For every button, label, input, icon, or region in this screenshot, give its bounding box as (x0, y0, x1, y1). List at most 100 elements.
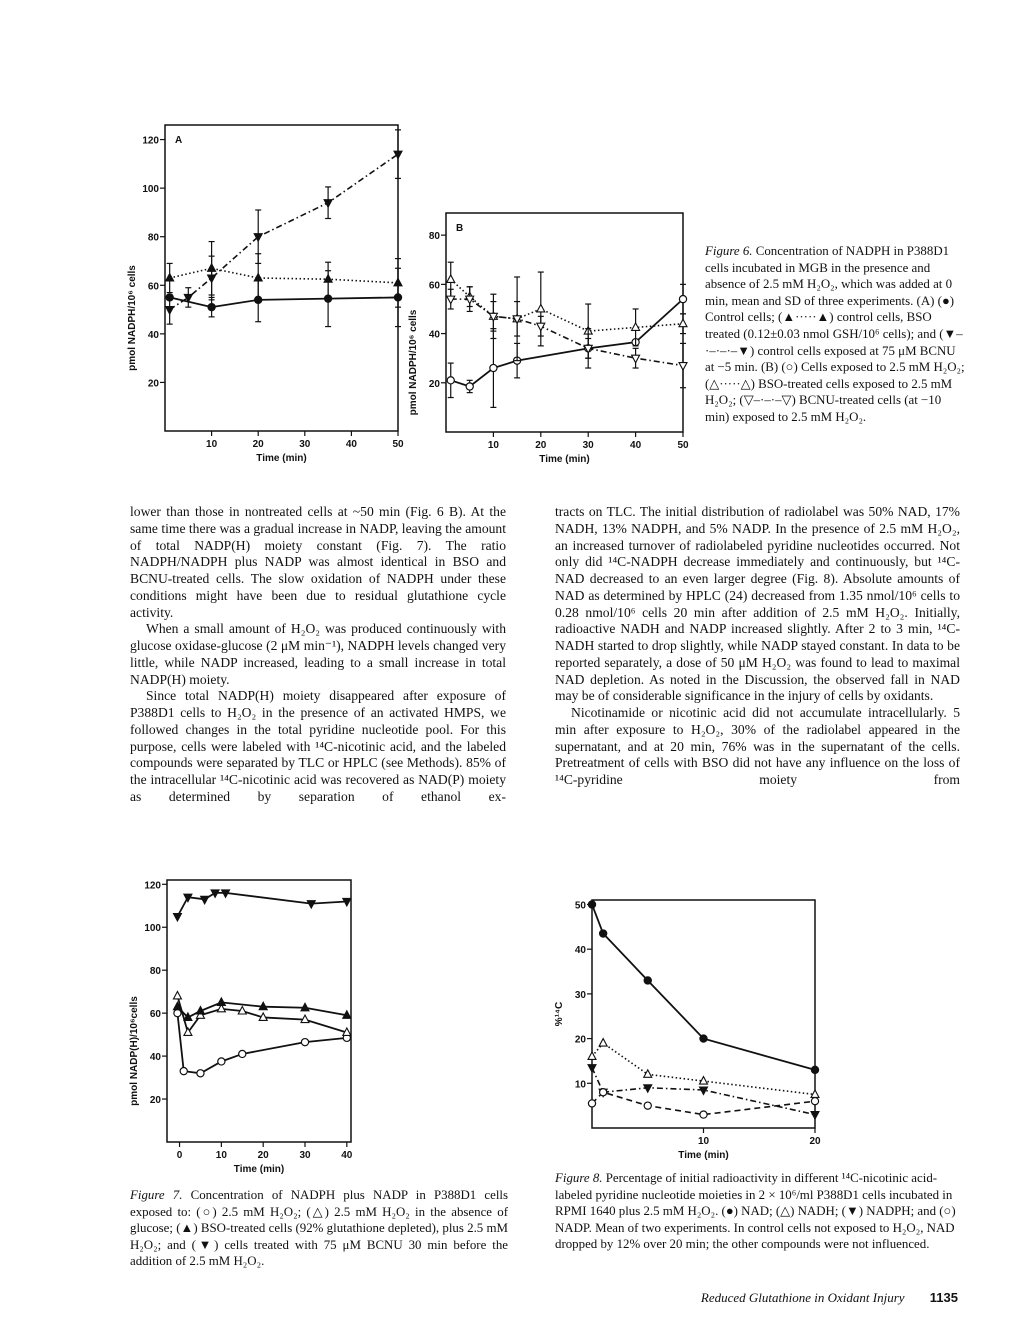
y-tick-label: 20 (429, 379, 441, 390)
x-tick-label: 20 (258, 1150, 270, 1161)
paragraph: lower than those in nontreated cells at … (130, 504, 506, 620)
figure-6b-chart: 10 20 30 40 50 20 40 60 80 Time (min) pmol NADPH/1… (408, 212, 689, 465)
data-point (699, 1110, 708, 1119)
y-tick-label: 100 (142, 184, 159, 195)
plot-frame (166, 879, 352, 1143)
data-point (698, 1086, 709, 1096)
data-point (587, 900, 597, 909)
data-point (465, 382, 474, 391)
data-point (393, 150, 403, 160)
data-point (341, 1009, 352, 1019)
data-point (216, 1003, 227, 1013)
figure-8-caption: Figure 8. Percentage of initial radioact… (555, 1170, 960, 1253)
data-point (587, 1064, 597, 1074)
data-point (642, 1068, 653, 1078)
data-point (535, 303, 546, 313)
data-point (643, 976, 652, 985)
y-tick-label: 40 (429, 330, 441, 341)
series-filled-triangle-up (172, 996, 352, 1021)
x-tick-label: 40 (341, 1150, 353, 1161)
data-point (810, 1088, 820, 1099)
figure-6a-chart: 10 20 30 40 50 20 40 60 80 100 120 Time (min) pmol N… (127, 124, 404, 464)
series-line (169, 296, 399, 309)
caption-text: Percentage of initial radioactivity in d… (555, 1171, 956, 1252)
data-point (172, 990, 183, 1000)
data-point (678, 362, 688, 372)
data-point (300, 1013, 310, 1024)
data-point (323, 273, 334, 283)
y-tick-label: 80 (150, 966, 162, 977)
paragraph: Since total NADP(H) moiety disappeared a… (130, 688, 506, 804)
x-axis-label: Time (min) (678, 1150, 728, 1161)
data-point (182, 1011, 193, 1021)
series-open-triangle-up (445, 261, 688, 362)
y-axis-label: pmol NADPH/10⁶ cells (408, 309, 419, 415)
x-axis-label: Time (min) (234, 1164, 284, 1175)
series-open-triangle-down (445, 286, 688, 389)
x-tick-label: 20 (809, 1136, 821, 1147)
data-point (488, 312, 499, 323)
page-footer: Reduced Glutathione in Oxidant Injury 11… (701, 1290, 958, 1306)
x-tick-label: 30 (583, 440, 595, 451)
x-tick-label: 40 (346, 439, 358, 450)
data-point (183, 293, 194, 304)
caption-text: Concentration of NADPH in P388D1 cells i… (705, 244, 965, 424)
y-tick-label: 40 (575, 945, 587, 956)
data-point (220, 889, 231, 899)
x-tick-label: 20 (535, 440, 547, 451)
y-tick-label: 120 (142, 136, 159, 147)
data-point (587, 1050, 597, 1061)
series-open-triangle-up (587, 1037, 820, 1099)
body-left-column: lower than those in nontreated cells at … (130, 504, 506, 806)
x-tick-label: 0 (177, 1150, 183, 1161)
data-point (512, 315, 523, 325)
x-tick-label: 10 (206, 439, 218, 450)
y-tick-label: 20 (150, 1095, 162, 1106)
data-point (206, 274, 217, 284)
series-line (450, 278, 684, 332)
data-point (164, 306, 175, 316)
data-point (258, 1001, 269, 1011)
data-point (810, 1096, 820, 1106)
data-point (217, 1057, 226, 1066)
y-tick-label: 30 (575, 990, 587, 1001)
series-filled-triangle-down (172, 889, 352, 923)
data-point (643, 1101, 652, 1110)
y-tick-label: 40 (148, 330, 160, 341)
data-point (810, 1065, 820, 1075)
data-point (464, 295, 475, 305)
data-point (300, 1002, 310, 1012)
paragraph: Nicotinamide or nicotinic acid did not a… (555, 705, 960, 787)
series-line (176, 1013, 347, 1075)
data-point (182, 893, 193, 903)
series-line (169, 153, 399, 311)
x-tick-label: 10 (488, 440, 500, 451)
series-open-triangle-up (172, 990, 352, 1037)
data-point (630, 354, 641, 364)
data-point (172, 912, 183, 923)
data-point (341, 1026, 352, 1037)
series-line (450, 298, 684, 367)
data-point (323, 199, 334, 209)
x-axis-label: Time (min) (539, 454, 589, 465)
series-line (450, 298, 684, 388)
x-axis-label: Time (min) (256, 453, 306, 464)
x-tick-label: 30 (299, 1150, 311, 1161)
page-number: 1135 (929, 1290, 958, 1305)
y-tick-label: 80 (148, 233, 160, 244)
data-point (207, 302, 216, 312)
data-point (238, 1049, 247, 1059)
data-point (630, 321, 641, 331)
data-point (196, 1069, 205, 1078)
data-point (446, 376, 455, 385)
x-tick-label: 50 (392, 439, 404, 450)
x-tick-label: 20 (253, 439, 265, 450)
y-tick-label: 60 (429, 280, 441, 291)
series-open-circle (173, 1008, 352, 1078)
data-point (445, 295, 456, 305)
data-point (598, 1037, 609, 1047)
data-point (489, 363, 498, 373)
body-right-column: tracts on TLC. The initial distribution … (555, 504, 960, 789)
data-point (237, 1005, 248, 1015)
data-point (182, 1026, 193, 1037)
